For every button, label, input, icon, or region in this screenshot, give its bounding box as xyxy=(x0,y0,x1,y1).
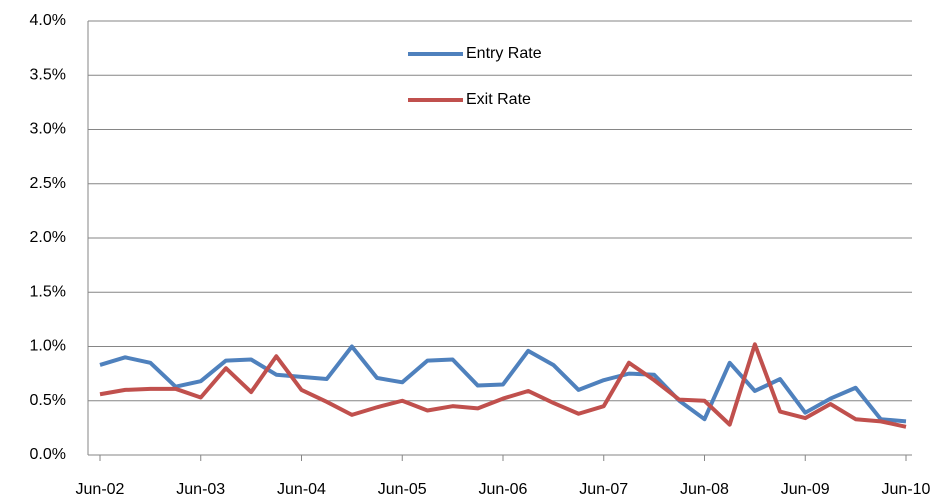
y-tick-label: 4.0% xyxy=(30,12,66,29)
series-line xyxy=(99,344,907,424)
y-tick-label: 2.5% xyxy=(30,175,66,192)
y-tick-label: 3.0% xyxy=(30,121,66,138)
x-tick-label: Jun-04 xyxy=(277,481,326,498)
x-tick-label: Jun-05 xyxy=(378,481,427,498)
x-tick-label: Jun-08 xyxy=(680,481,729,498)
legend-label: Exit Rate xyxy=(466,91,531,108)
x-tick-label: Jun-06 xyxy=(479,481,528,498)
y-tick-label: 2.0% xyxy=(30,229,66,246)
y-tick-label: 0.5% xyxy=(30,392,66,409)
legend-label: Entry Rate xyxy=(466,45,542,62)
series-line xyxy=(99,342,907,429)
x-tick-label: Jun-09 xyxy=(781,481,830,498)
y-tick-label: 3.5% xyxy=(30,66,66,83)
y-tick-label: 0.0% xyxy=(30,446,66,463)
x-tick-label: Jun-02 xyxy=(76,481,125,498)
x-tick-label: Jun-07 xyxy=(579,481,628,498)
x-tick-label: Jun-10 xyxy=(882,481,931,498)
x-tick-label: Jun-03 xyxy=(176,481,225,498)
y-tick-label: 1.0% xyxy=(30,338,66,355)
y-tick-label: 1.5% xyxy=(30,283,66,300)
